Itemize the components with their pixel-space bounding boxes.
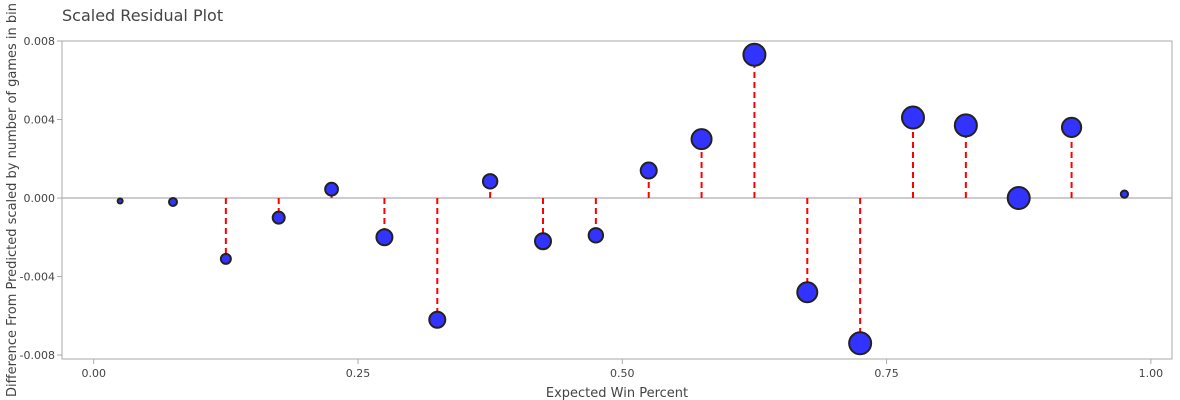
data-point[interactable] <box>848 331 873 356</box>
data-point[interactable] <box>796 281 819 304</box>
data-point[interactable] <box>742 42 767 67</box>
y-axis-label: Difference From Predicted scaled by numb… <box>5 3 20 397</box>
x-tick-label: 1.00 <box>1139 367 1164 380</box>
data-point[interactable] <box>219 252 232 265</box>
x-tick-label: 0.00 <box>81 367 106 380</box>
data-point[interactable] <box>168 196 178 207</box>
data-point[interactable] <box>639 161 658 180</box>
data-points <box>116 42 1130 356</box>
data-point[interactable] <box>271 210 286 225</box>
data-point[interactable] <box>116 197 124 205</box>
data-point[interactable] <box>1006 186 1031 211</box>
y-axis: -0.008 -0.004 0.000 0.004 0.008 <box>20 35 62 362</box>
plot-frame <box>61 40 1173 360</box>
data-point[interactable] <box>534 232 552 251</box>
y-tick-label: -0.008 <box>20 349 55 362</box>
data-point[interactable] <box>481 173 499 190</box>
y-tick-label: 0.004 <box>24 114 56 127</box>
data-point[interactable] <box>428 310 447 329</box>
data-point[interactable] <box>375 228 394 247</box>
data-point[interactable] <box>1119 189 1130 199</box>
y-tick-label: 0.008 <box>24 35 56 48</box>
x-tick-label: 0.50 <box>610 367 635 380</box>
data-point[interactable] <box>587 227 605 244</box>
x-tick-label: 0.25 <box>346 367 371 380</box>
chart-title: Scaled Residual Plot <box>62 6 223 25</box>
x-axis-label: Expected Win Percent <box>546 386 688 400</box>
data-point[interactable] <box>1060 116 1083 138</box>
x-axis: 0.00 0.25 0.50 0.75 1.00 <box>81 359 1163 380</box>
x-tick-label: 0.75 <box>874 367 899 380</box>
data-point[interactable] <box>953 113 978 138</box>
residual-lines <box>172 54 1126 344</box>
y-tick-label: -0.004 <box>20 271 55 284</box>
data-point[interactable] <box>690 128 713 151</box>
y-tick-label: 0.000 <box>24 192 56 205</box>
data-point[interactable] <box>901 105 925 130</box>
data-point[interactable] <box>324 181 339 197</box>
